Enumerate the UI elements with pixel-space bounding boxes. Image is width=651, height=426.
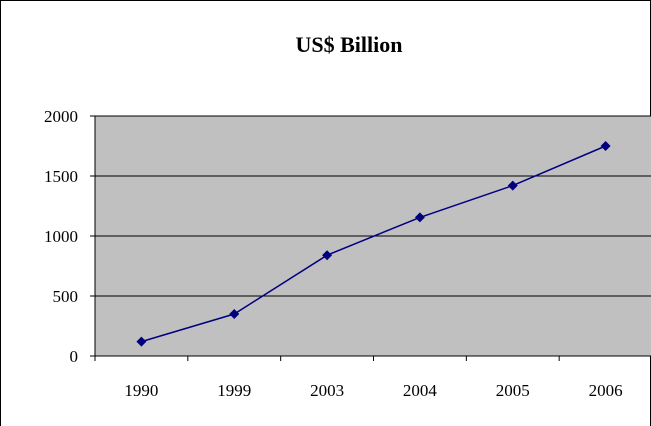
data-point-2006 [600,141,611,151]
data-point-2004 [414,212,425,223]
series-line-0 [141,145,606,343]
x-tick-label-1990: 1990 [124,381,158,400]
x-tick-label-2003: 2003 [310,381,344,400]
data-point-2005 [507,180,518,191]
x-tick-label-1999: 1999 [217,381,251,400]
x-tick-label-2004: 2004 [403,381,438,400]
y-tick-label-1000: 1000 [44,227,78,246]
x-tick-label-2006: 2006 [589,381,623,400]
y-tick-label-0: 0 [70,347,79,366]
data-point-1999 [229,309,240,319]
y-tick-label-500: 500 [53,287,79,306]
y-tick-label-2000: 2000 [44,107,78,126]
chart-title: US$ Billion [296,32,403,57]
y-tick-label-1500: 1500 [44,167,78,186]
plot-area: 0 500 1000 1500 2000 1990 1999 2003 2004 2005 2006 [44,107,651,400]
x-tick-label-2005: 2005 [496,381,530,400]
data-point-1990 [136,336,147,347]
data-point-2003 [322,250,333,261]
